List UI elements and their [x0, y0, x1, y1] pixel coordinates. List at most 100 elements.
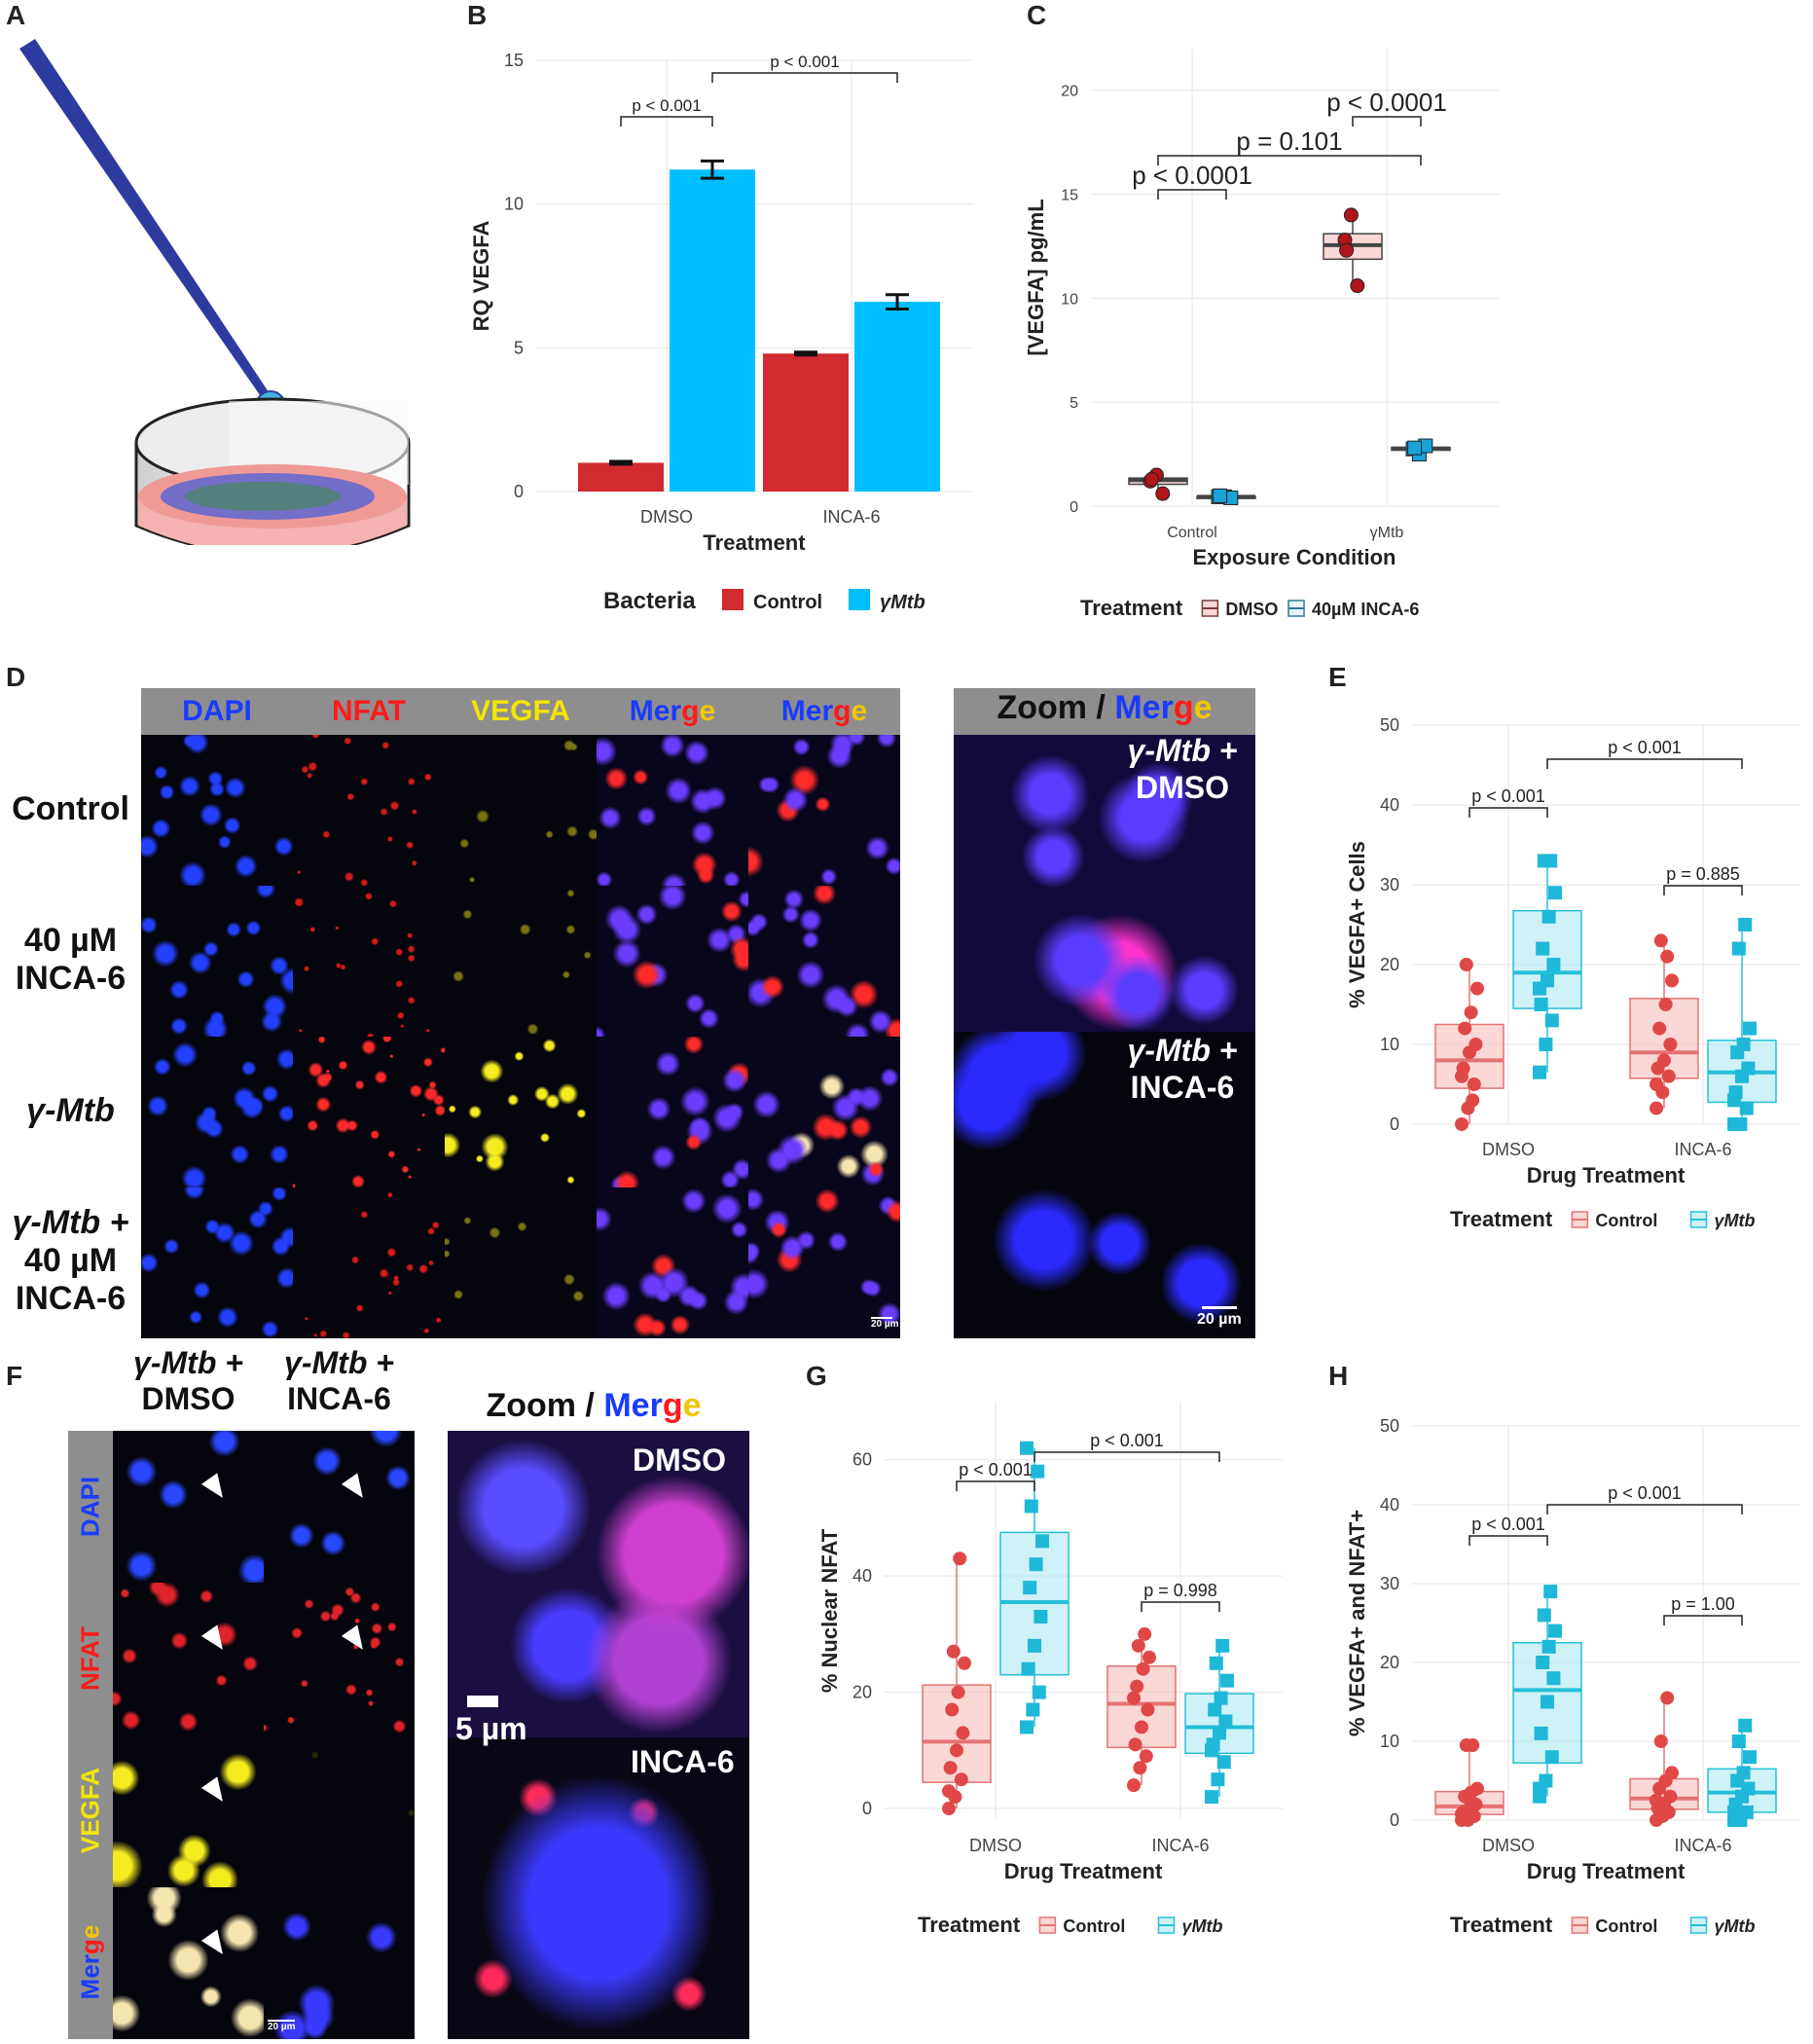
zoom-label-line: INCA-6 — [1130, 1070, 1235, 1106]
data-point — [1211, 1772, 1225, 1787]
data-point — [1133, 1761, 1147, 1775]
y-tick-label: 5 — [514, 338, 524, 357]
data-point — [1028, 1638, 1041, 1653]
data-point — [1339, 242, 1355, 258]
micrograph-tile — [597, 1037, 748, 1187]
y-axis-label: RQ VEGFA — [469, 221, 493, 332]
data-point — [1534, 998, 1548, 1011]
data-point — [1455, 1117, 1469, 1131]
data-point — [1653, 1734, 1668, 1748]
data-point — [1220, 1673, 1234, 1688]
data-point — [943, 1761, 958, 1775]
panel-letter-b: B — [467, 0, 488, 30]
data-point — [1541, 1695, 1554, 1709]
data-point — [1215, 1638, 1230, 1653]
data-point — [1128, 1737, 1142, 1752]
y-tick-label: 30 — [1380, 1574, 1399, 1593]
panel-letter-d: D — [6, 662, 26, 692]
data-point — [1343, 207, 1359, 223]
x-tick-label: DMSO — [640, 507, 693, 527]
y-tick-label: 30 — [1380, 875, 1399, 894]
arrowhead-icon — [201, 1776, 232, 1807]
legend-label: Control — [1595, 1211, 1657, 1230]
y-tick-label: 60 — [852, 1450, 872, 1470]
zoom-merge-word: Merge — [1114, 689, 1213, 726]
panel-f-zoom-label-bottom: INCA-6 — [631, 1744, 735, 1779]
panel-f-row-label: NFAT — [75, 1626, 105, 1691]
x-axis-label: Treatment — [703, 530, 806, 555]
data-point — [946, 1644, 961, 1659]
x-axis-label: Exposure Condition — [1193, 545, 1396, 569]
data-point — [1738, 918, 1753, 931]
data-point — [1731, 1734, 1746, 1748]
significance-bracket — [1469, 807, 1548, 818]
micrograph-tile — [748, 886, 900, 1037]
data-point — [1138, 1626, 1152, 1641]
panel-d-zoom-header-bar — [954, 688, 1255, 735]
panel-d-merge-header: Merge — [629, 695, 716, 727]
data-point — [1736, 1766, 1751, 1780]
significance-bracket — [1663, 1615, 1743, 1625]
data-point — [1541, 909, 1556, 924]
data-point — [1142, 1650, 1156, 1664]
data-point — [958, 1656, 971, 1670]
data-point — [1663, 1038, 1678, 1051]
micrograph-tile — [264, 1886, 415, 2039]
panel-f-zoom-label-top: DMSO — [633, 1442, 726, 1478]
y-tick-label: 40 — [1380, 795, 1399, 815]
x-tick-label: INCA-6 — [1674, 1140, 1731, 1159]
chart-g-nuclear-nfat: 0 20 40 60 % Nuclear NFAT DMSO INCA-6 Drug Trea… — [817, 1402, 1283, 1937]
panel-d-scalebar: 20 µm — [1197, 1306, 1242, 1329]
data-point — [1539, 1038, 1553, 1051]
legend-label: Control — [753, 592, 822, 613]
data-point — [1548, 1624, 1562, 1638]
data-point — [1026, 1702, 1040, 1717]
micrograph-tile — [748, 1187, 900, 1338]
data-point — [1213, 488, 1228, 503]
micrograph-tile — [597, 886, 748, 1037]
significance-label: p < 0.001 — [1090, 1431, 1164, 1450]
significance-bracket — [1157, 155, 1422, 165]
x-axis-label: Drug Treatment — [1527, 1859, 1686, 1883]
data-point — [1652, 1021, 1667, 1036]
x-tick-label: DMSO — [1482, 1140, 1535, 1159]
data-point — [1032, 1685, 1046, 1699]
x-tick-label: INCA-6 — [1674, 1836, 1731, 1855]
data-point — [1743, 1750, 1757, 1765]
data-point — [1464, 1005, 1478, 1020]
data-point — [1035, 1534, 1049, 1549]
legend-swatch — [722, 589, 743, 610]
y-tick-label: 0 — [1390, 1810, 1399, 1830]
data-point — [1205, 1790, 1218, 1805]
arrowhead-icon — [201, 1929, 232, 1960]
panel-d-scalebar-small: 20 µm — [871, 1317, 899, 1330]
micrograph-tile — [293, 1037, 445, 1187]
y-tick-label: 0 — [1070, 499, 1078, 516]
data-point — [1458, 1021, 1472, 1036]
chart-e-vegfa-cells: 0 10 20 30 40 50 % VEGFA+ Cells DMSO INCA-6 Drug … — [1345, 715, 1800, 1231]
panel-letter-a: A — [6, 0, 26, 30]
data-point — [1739, 1805, 1754, 1819]
data-point — [954, 1772, 968, 1787]
data-point — [953, 1551, 967, 1566]
panel-d-zoom-label-top: γ-Mtb + DMSO — [1100, 732, 1265, 807]
data-point — [1537, 1608, 1551, 1623]
legend-title: Bacteria — [603, 588, 696, 614]
petri-dish — [134, 397, 411, 545]
data-point — [1127, 1778, 1141, 1793]
x-tick-label: DMSO — [969, 1836, 1022, 1855]
data-point — [1741, 1781, 1756, 1796]
panel-d-micrograph-grid — [141, 735, 900, 1338]
significance-label: p = 0.998 — [1143, 1581, 1217, 1600]
y-tick-label: 10 — [504, 195, 524, 214]
micrograph-tile — [141, 1037, 293, 1187]
panel-f-side-bar — [68, 1431, 113, 2039]
y-axis-label: % VEGFA+ Cells — [1345, 841, 1369, 1008]
data-point — [1141, 1702, 1155, 1717]
y-tick-label: 40 — [852, 1566, 872, 1586]
y-tick-label: 40 — [1380, 1495, 1399, 1515]
data-point — [1653, 933, 1668, 948]
data-point — [1029, 1557, 1043, 1572]
y-tick-label: 20 — [1061, 84, 1078, 100]
legend-swatch — [849, 589, 870, 610]
